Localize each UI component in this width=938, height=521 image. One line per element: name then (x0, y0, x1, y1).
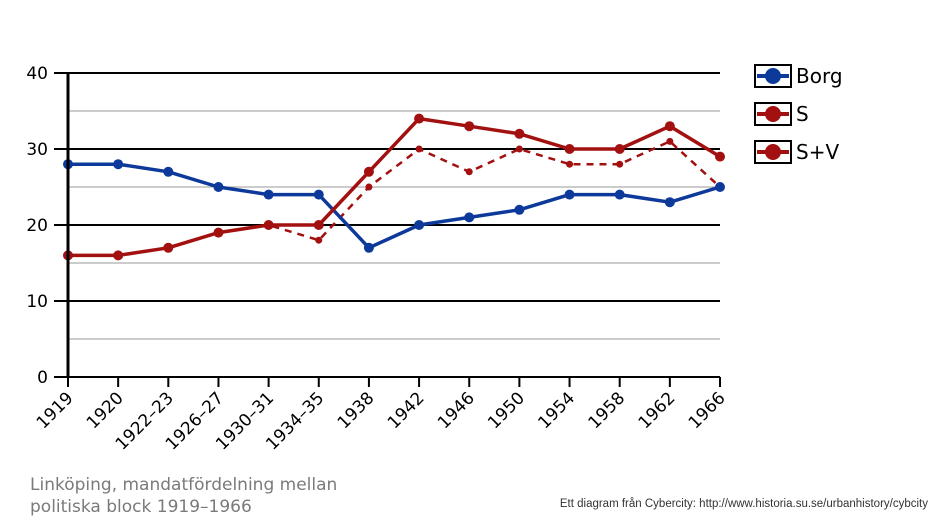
caption-line-2: politiska block 1919–1966 (30, 497, 252, 517)
data-point-S+V (313, 220, 324, 230)
data-point-S (365, 183, 373, 191)
data-point-S+V (715, 151, 725, 162)
data-point-S+V (514, 128, 525, 139)
data-point-S (666, 137, 674, 145)
y-tick-label: 20 (26, 216, 48, 236)
data-point-Borg (163, 166, 174, 177)
data-point-S+V (664, 121, 675, 132)
legend: Borg S S+V (754, 64, 843, 164)
grid-lines (54, 72, 720, 378)
data-point-S+V (464, 121, 475, 132)
data-point-Borg (313, 189, 324, 200)
data-point-Borg (514, 204, 525, 215)
x-tick-label: 1962 (635, 388, 680, 433)
data-point-Borg (213, 182, 224, 192)
data-point-S (566, 160, 574, 168)
y-tick-label: 0 (37, 368, 48, 388)
y-tick-label: 10 (26, 292, 48, 312)
legend-swatch-marker (765, 106, 781, 122)
y-tick-label: 30 (26, 140, 48, 160)
data-point-S+V (163, 242, 174, 253)
chart-caption: Linköping, mandatfördelning mellan polit… (30, 474, 410, 518)
caption-line-1: Linköping, mandatfördelning mellan (30, 475, 338, 495)
data-point-S+V (263, 220, 274, 230)
data-point-Borg (664, 197, 675, 208)
data-point-S+V (414, 113, 425, 124)
data-point-S+V (564, 144, 575, 154)
data-point-Borg (715, 182, 725, 192)
series-line-Borg (68, 162, 721, 250)
data-point-S+V (614, 144, 625, 154)
legend-swatch-marker (765, 68, 781, 84)
x-tick-label: 1938 (334, 388, 379, 433)
data-point-Borg (263, 189, 274, 200)
credit-text: Ett diagram från Cybercity: http://www.h… (559, 498, 928, 510)
x-tick-label: 1942 (384, 388, 429, 433)
data-point-S (415, 145, 423, 153)
series-lines (63, 113, 725, 261)
x-tick-label: 1919 (33, 388, 78, 433)
series-line-S+V (68, 116, 721, 258)
data-point-Borg (464, 212, 475, 223)
data-point-S (315, 236, 323, 244)
x-tick-label: 1958 (584, 388, 629, 433)
legend-label: S (796, 102, 809, 126)
data-point-S+V (363, 166, 374, 177)
x-tick-label: 1920 (83, 388, 128, 433)
x-tick-label: 1966 (685, 388, 730, 433)
legend-swatch-marker (765, 144, 781, 160)
data-point-Borg (363, 242, 374, 253)
x-tick-label: 1954 (534, 388, 579, 433)
data-point-S+V (213, 227, 224, 238)
x-tick-label: 1950 (484, 388, 529, 433)
data-point-S (616, 160, 624, 168)
data-point-Borg (113, 159, 124, 170)
data-point-S+V (113, 250, 124, 261)
data-point-Borg (564, 189, 575, 200)
legend-label: Borg (796, 64, 843, 88)
data-point-S (515, 145, 523, 153)
x-tick-label: 1946 (434, 388, 479, 433)
data-point-Borg (614, 189, 625, 200)
data-point-Borg (414, 220, 425, 230)
data-point-S (465, 168, 473, 176)
legend-label: S+V (796, 140, 839, 164)
y-tick-label: 40 (26, 64, 48, 84)
